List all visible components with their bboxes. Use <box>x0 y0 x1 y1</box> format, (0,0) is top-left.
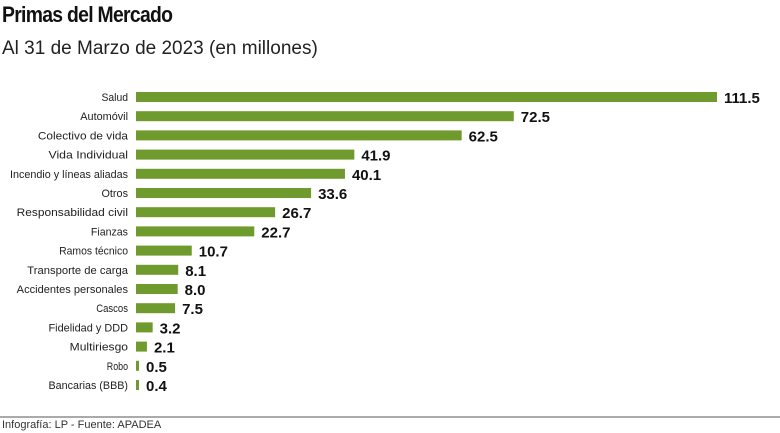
category-label: Responsabilidad civil <box>17 207 128 219</box>
bar <box>136 380 139 390</box>
category-label: Fidelidad y DDD <box>49 322 129 334</box>
bar <box>136 303 176 314</box>
bar <box>136 322 153 333</box>
chart-title: Primas del Mercado <box>2 2 173 27</box>
category-label: Cascos <box>96 303 128 315</box>
value-label: 0.5 <box>146 359 167 376</box>
value-label: 7.5 <box>182 301 203 318</box>
category-label: Otros <box>102 188 129 200</box>
category-label: Automóvil <box>80 111 128 123</box>
value-label: 40.1 <box>352 167 381 184</box>
value-label: 22.7 <box>261 224 290 241</box>
bar <box>136 92 717 102</box>
bar <box>136 149 355 160</box>
value-label: 8.0 <box>185 282 206 299</box>
bar <box>136 111 514 122</box>
value-label: 8.1 <box>185 263 206 280</box>
bar-chart: Salud 111.5 Automóvil 72.5 Colectivo de vida… <box>10 90 760 395</box>
bar <box>136 284 178 294</box>
bar <box>136 207 276 218</box>
value-label: 10.7 <box>199 244 228 261</box>
value-label: 41.9 <box>361 148 390 165</box>
value-label: 26.7 <box>282 205 311 222</box>
category-label: Salud <box>102 92 129 104</box>
category-label: Transporte de carga <box>27 265 129 277</box>
value-label: 0.4 <box>146 378 168 395</box>
category-label: Bancarias (BBB) <box>49 380 129 392</box>
category-label: Colectivo de vida <box>38 130 129 142</box>
category-label: Fianzas <box>91 226 129 238</box>
category-label: Vida Individual <box>49 150 129 162</box>
bar <box>136 188 312 198</box>
value-label: 3.2 <box>160 320 181 337</box>
category-label: Multiriesgo <box>70 342 128 354</box>
value-label: 33.6 <box>318 186 347 203</box>
chart-subtitle: Al 31 de Marzo de 2023 (en millones) <box>2 38 318 59</box>
bar <box>136 130 462 141</box>
value-label: 72.5 <box>521 109 550 126</box>
value-label: 111.5 <box>724 90 760 107</box>
bar <box>136 226 255 237</box>
value-label: 2.1 <box>154 340 175 357</box>
bar <box>136 264 179 275</box>
category-label: Incendio y líneas aliadas <box>10 169 128 181</box>
divider <box>0 416 780 418</box>
category-label: Robo <box>107 361 128 373</box>
category-label: Accidentes personales <box>17 284 129 296</box>
bar <box>136 168 345 179</box>
bar <box>136 360 139 371</box>
value-label: 62.5 <box>469 128 498 145</box>
source-credit: Infografía: LP - Fuente: APADEA <box>2 419 162 431</box>
bar <box>136 245 192 256</box>
category-label: Ramos técnico <box>59 246 128 258</box>
bar <box>136 341 147 352</box>
